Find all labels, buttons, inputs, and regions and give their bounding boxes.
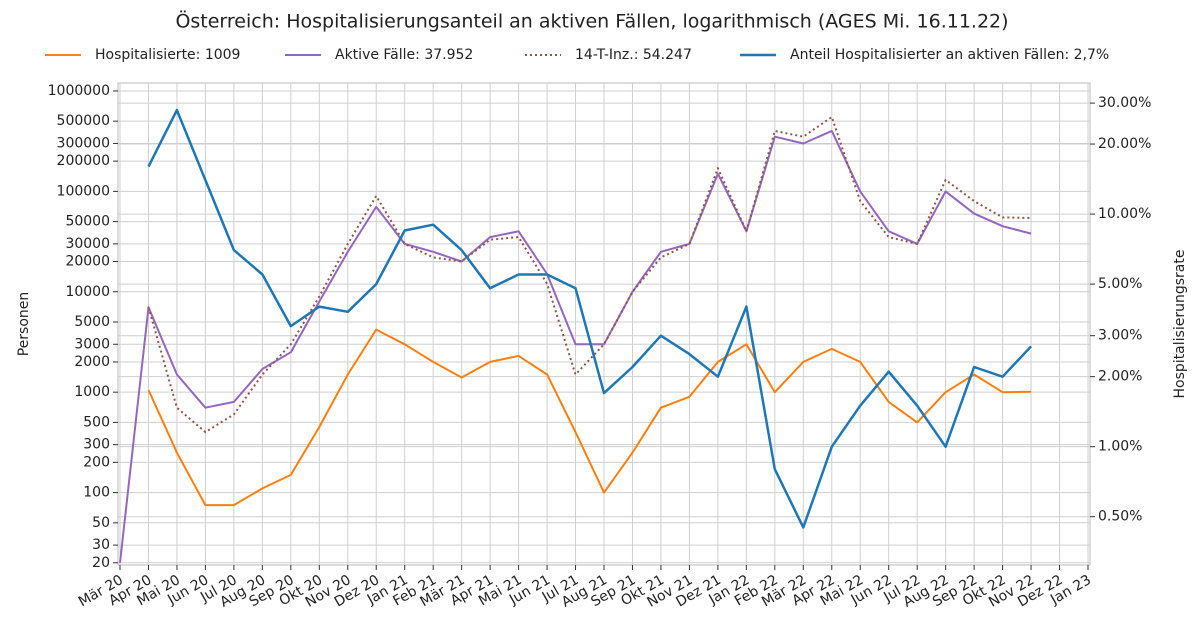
y-axis-label: Personen: [16, 292, 32, 357]
legend-label: 14-T-Inz.: 54.247: [575, 47, 692, 63]
y-tick-label: 50000: [65, 214, 110, 230]
y-tick-label: 20000: [65, 254, 110, 270]
y2-tick-label: 10.00%: [1098, 206, 1151, 222]
y2-tick-label: 20.00%: [1098, 136, 1151, 152]
series-line: [147, 108, 1033, 529]
y-tick-label: 300: [83, 437, 110, 453]
y-tick-label: 5000: [74, 314, 110, 330]
y-tick-label: 20: [92, 555, 110, 571]
y-tick-label: 300000: [57, 135, 110, 151]
y-tick-label: 50: [92, 515, 110, 531]
y-tick-label: 3000: [74, 336, 110, 352]
y-tick-label: 30: [92, 537, 110, 553]
y2-tick-label: 2.00%: [1098, 369, 1142, 385]
y2-tick-label: 3.00%: [1098, 328, 1142, 344]
y2-tick-label: 30.00%: [1098, 95, 1151, 111]
y-tick-label: 1000000: [48, 83, 110, 99]
y-tick-label: 10000: [65, 284, 110, 300]
y-tick-label: 2000: [74, 354, 110, 370]
y-tick-label: 1000: [74, 384, 110, 400]
legend-label: Aktive Fälle: 37.952: [335, 47, 473, 63]
y-tick-label: 30000: [65, 236, 110, 252]
legend-label: Hospitalisierte: 1009: [95, 47, 240, 63]
y2-tick-label: 1.00%: [1098, 439, 1142, 455]
y-tick-label: 500000: [57, 113, 110, 129]
y-tick-label: 500: [83, 414, 110, 430]
chart-title: Österreich: Hospitalisierungsanteil an a…: [175, 10, 1008, 33]
y-tick-label: 100: [83, 485, 110, 501]
y2-tick-label: 5.00%: [1098, 276, 1142, 292]
series-line: [147, 328, 1032, 507]
legend-label: Anteil Hospitalisierter an aktiven Fälle…: [790, 47, 1109, 63]
series-line: [119, 129, 1032, 563]
series-line: [147, 116, 1032, 434]
y-tick-label: 100000: [57, 183, 110, 199]
y2-tick-label: 0.50%: [1098, 509, 1142, 525]
y-tick-label: 200000: [57, 153, 110, 169]
y2-axis-label: Hospitalisierungsrate: [1172, 250, 1188, 399]
y-tick-label: 200: [83, 454, 110, 470]
